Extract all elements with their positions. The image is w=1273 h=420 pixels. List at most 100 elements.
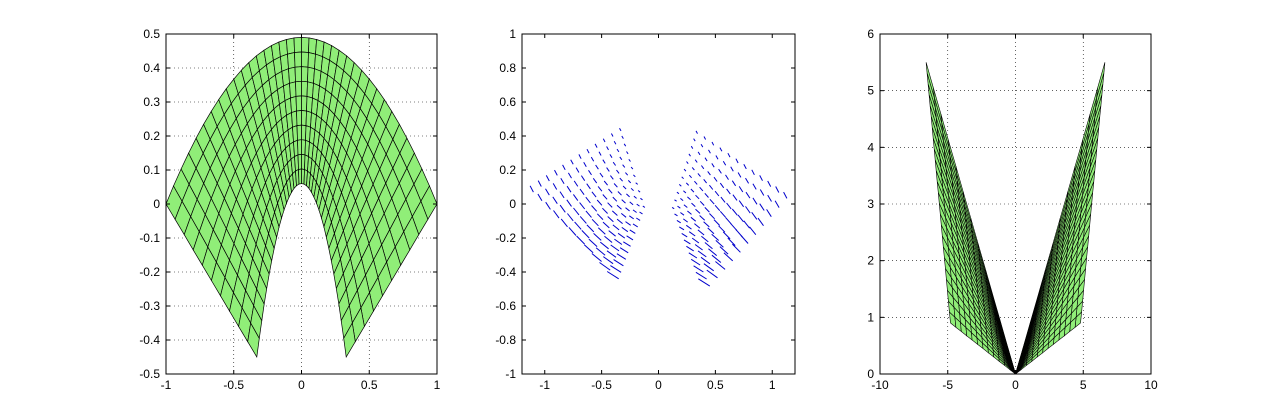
quiver-arrow xyxy=(745,191,751,199)
quiver-arrow xyxy=(688,153,691,157)
quiver-arrow xyxy=(630,187,634,192)
quiver-arrow xyxy=(586,224,595,233)
quiver-arrow xyxy=(621,199,626,204)
quiver-arrow xyxy=(579,188,585,195)
quiver-arrow xyxy=(625,207,630,212)
quiver-arrow xyxy=(732,243,741,253)
x-tick-label: -1 xyxy=(161,378,172,392)
quiver-arrow xyxy=(727,152,731,158)
surface-face xyxy=(297,139,302,156)
x-tick-label: 1 xyxy=(769,378,776,392)
quiver-arrow xyxy=(612,224,620,231)
y-tick-label: 5 xyxy=(867,84,874,98)
quiver-arrow xyxy=(633,195,637,199)
x-tick-label: 0 xyxy=(1012,378,1019,392)
x-tick-label: 1 xyxy=(434,378,441,392)
quiver-arrow xyxy=(737,172,742,178)
y-tick-label: 1 xyxy=(509,27,516,41)
quiver-arrow xyxy=(588,170,592,176)
quiver-arrow xyxy=(674,213,678,217)
quiver-arrow xyxy=(585,210,592,218)
quiver-arrow xyxy=(613,141,617,145)
quiver-arrow xyxy=(639,211,643,215)
quiver-arrow xyxy=(691,202,696,207)
x-tick-label: 10 xyxy=(1144,378,1158,392)
quiver-arrow xyxy=(688,252,698,259)
quiver-arrow xyxy=(619,127,622,132)
quiver-arrow xyxy=(616,204,622,210)
quiver-arrow xyxy=(574,221,582,230)
quiver-arrow xyxy=(708,149,711,154)
quiver-arrow xyxy=(709,198,715,205)
quiver-arrow xyxy=(759,203,765,211)
quiver-arrow xyxy=(573,207,580,216)
quiver-arrow xyxy=(697,173,701,177)
quiver-arrow xyxy=(685,182,690,186)
quiver-arrow xyxy=(687,196,691,201)
quiver-arrow xyxy=(714,204,721,212)
quiver-arrow xyxy=(612,196,618,202)
quiver-arrow xyxy=(529,185,534,193)
quiver-arrow xyxy=(610,133,614,137)
quiver-arrow xyxy=(629,201,634,206)
quiver-arrow xyxy=(694,223,701,229)
quiver-arrow xyxy=(697,229,705,236)
quiver-arrow xyxy=(708,248,718,256)
y-tick-label: -1 xyxy=(505,367,516,381)
quiver-arrow xyxy=(616,169,620,174)
quiver-arrow xyxy=(690,258,701,266)
quiver-arrow xyxy=(545,188,550,196)
quiver-arrow xyxy=(537,193,543,202)
ticks-2: -10 -5 0 5 10 0 1 2 3 4 5 6 xyxy=(867,27,1158,392)
quiver-arrow xyxy=(713,219,721,226)
quiver-arrow xyxy=(751,169,755,176)
surface-face xyxy=(291,110,298,128)
quiver-arrow xyxy=(726,202,732,210)
quiver-arrow xyxy=(537,180,542,187)
y-tick-label: 0.1 xyxy=(143,163,160,177)
quiver-arrow xyxy=(596,199,603,206)
quiver-arrow xyxy=(591,253,602,262)
quiver-arrow xyxy=(677,205,681,209)
quiver-arrow xyxy=(567,213,574,222)
quiver-arrow xyxy=(687,210,692,215)
surface-face xyxy=(296,124,302,141)
y-tick-label: 0 xyxy=(867,367,874,381)
quiver-arrow xyxy=(715,261,726,270)
quiver-arrow xyxy=(602,138,606,143)
quiver-arrow xyxy=(629,229,636,234)
quiver-arrow xyxy=(599,241,609,250)
y-tick-label: 6 xyxy=(867,27,874,41)
quiver-arrow xyxy=(625,221,631,226)
quiver-arrow xyxy=(676,219,681,224)
quiver-arrow xyxy=(602,194,608,200)
y-tick-label: 0.6 xyxy=(499,95,516,109)
quiver-arrow xyxy=(680,198,684,201)
quiver-arrow xyxy=(573,180,579,187)
quiver-arrow xyxy=(602,159,606,164)
quiver-arrow xyxy=(586,183,591,190)
surface-face xyxy=(1009,368,1016,375)
panel-surface-left: -1 -0.5 0 0.5 1-0.5-0.4-0.3-0.2-0.100.10.20.… xyxy=(139,27,440,392)
quiver-arrow xyxy=(591,191,597,198)
quiver-arrow xyxy=(775,186,780,193)
quiver-arrow xyxy=(688,231,696,237)
quiver-arrow xyxy=(686,245,694,252)
quiver-arrow xyxy=(595,247,606,256)
quiver-arrow xyxy=(580,175,586,181)
quiver-arrow xyxy=(637,190,641,193)
quiver-arrow xyxy=(719,182,725,189)
quiver-arrow xyxy=(745,177,750,184)
quiver-arrow xyxy=(671,206,675,210)
quiver-arrow xyxy=(707,171,711,176)
y-tick-label: 0 xyxy=(153,197,160,211)
quiver-arrow xyxy=(704,157,708,162)
quiver-arrow xyxy=(752,183,757,190)
quiver-arrow xyxy=(591,205,598,212)
quiver-arrow xyxy=(597,186,603,192)
y-tick-label: -0.8 xyxy=(495,333,516,347)
quiver-arrow xyxy=(597,227,606,235)
quiver-arrow xyxy=(700,256,711,265)
quiver-arrow xyxy=(759,189,765,196)
quiver-arrow xyxy=(566,199,572,207)
